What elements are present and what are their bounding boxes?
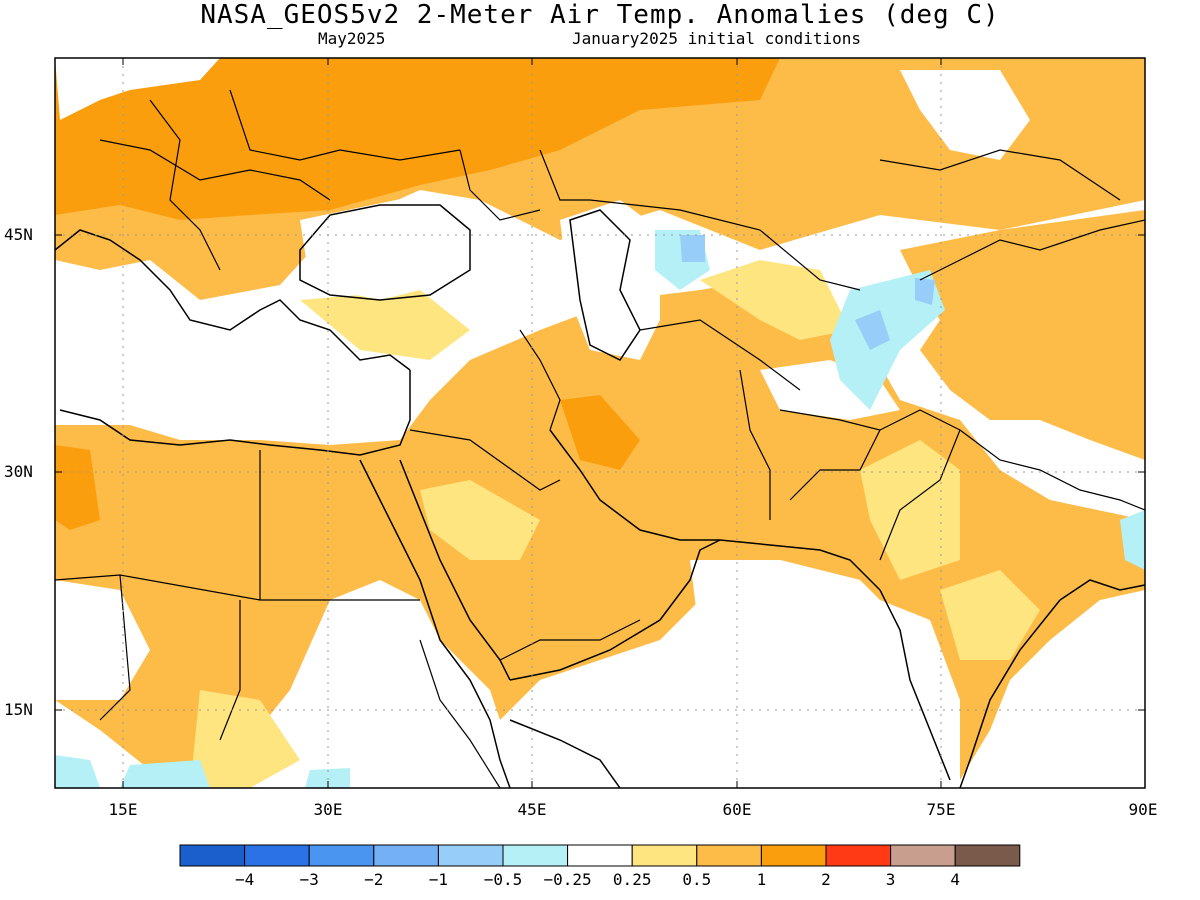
legend-color-box — [567, 844, 633, 867]
legend-color-box — [437, 844, 504, 867]
lon-label-45e: 45E — [517, 800, 547, 819]
anomaly-region-yellow-2 — [420, 480, 540, 560]
border-sudan-chad — [219, 600, 241, 741]
cool-region-africa-south-2 — [120, 760, 210, 788]
coast-india-east — [959, 599, 1061, 788]
anomaly-region-sahara-strong — [55, 445, 100, 530]
legend-color-box — [760, 844, 827, 867]
border-russia-kazakh — [539, 149, 590, 201]
cool-region-tien-shan-core — [855, 310, 890, 350]
border-europe-1 — [99, 139, 331, 201]
border-east-africa — [419, 639, 501, 788]
initial-conditions-label: January2025 initial conditions — [572, 29, 861, 48]
border-europe-2 — [149, 99, 221, 271]
border-himalaya — [959, 429, 1145, 511]
legend-label: −0.25 — [543, 870, 592, 889]
legend-label: −1 — [428, 870, 449, 889]
anomaly-region-yellow-6 — [940, 570, 1040, 660]
legend-color-box — [502, 844, 569, 867]
border-kazakh — [589, 199, 861, 291]
legend-label: −2 — [364, 870, 384, 889]
coast-africa-horn — [509, 719, 621, 788]
coast-india-west — [879, 589, 951, 781]
legend-color-box — [244, 844, 310, 867]
legend-label: 3 — [885, 870, 896, 889]
lon-label-75e: 75E — [926, 800, 956, 819]
lat-label-30n: 30N — [4, 462, 33, 481]
lon-label-30e: 30E — [313, 800, 343, 819]
legend-color-box — [890, 844, 956, 867]
cool-region-bay-of-bengal — [1120, 510, 1145, 570]
legend-color-box — [179, 844, 246, 867]
border-afghan-pak — [779, 409, 881, 501]
coast-red-sea-west — [359, 459, 511, 788]
border-libya-chad — [99, 574, 131, 721]
anomaly-region-yellow-4 — [190, 690, 300, 788]
legend-color-box — [308, 844, 375, 867]
valid-month-label: May2025 — [318, 29, 386, 48]
legend-label: 2 — [821, 870, 831, 889]
legend-label: −3 — [299, 870, 319, 889]
neutral-black-sea — [300, 195, 470, 300]
border-europe-3 — [229, 89, 461, 161]
neutral-arabian-sea — [520, 560, 880, 788]
coast-red-sea-east — [399, 459, 511, 681]
border-saudi-yemen — [499, 619, 641, 661]
border-saudi-iraq — [409, 429, 561, 491]
anomaly-region-yellow-1 — [700, 260, 850, 340]
coast-caspian — [569, 209, 641, 361]
legend-color-box — [825, 844, 892, 867]
border-turkmen — [639, 319, 801, 391]
legend-color-box — [696, 844, 762, 867]
anomaly-region-yellow-3 — [860, 440, 960, 580]
map-frame — [54, 57, 1146, 789]
border-sahel — [55, 574, 420, 601]
country-borders — [55, 89, 1145, 788]
border-europe-4 — [459, 149, 541, 221]
lon-label-60e: 60E — [722, 800, 752, 819]
border-pak-india — [879, 409, 961, 561]
lat-label-45n: 45N — [4, 225, 33, 244]
neutral-east-africa — [55, 580, 150, 700]
anomaly-field — [55, 58, 1145, 788]
legend-label: −0.5 — [483, 870, 523, 889]
anomaly-region-iran-strong — [560, 395, 640, 470]
legend-label: 1 — [756, 870, 767, 889]
legend-color-box — [373, 844, 439, 867]
coast-bay-of-bengal — [1059, 579, 1145, 601]
border-iran-iraq — [519, 329, 561, 431]
axis-ticks — [55, 58, 1145, 788]
legend-color-box — [631, 844, 698, 867]
lon-label-90e: 90E — [1128, 800, 1158, 819]
coast-black-sea — [299, 204, 471, 301]
legend-color-box — [954, 844, 1021, 867]
coast-arabia-south — [509, 539, 721, 681]
cool-region-kazakhstan-core — [680, 235, 705, 262]
anomaly-region-east-asia — [900, 210, 1145, 460]
neutral-siberia — [900, 70, 1030, 160]
coast-mediterranean-north — [55, 229, 411, 371]
lon-label-15e: 15E — [108, 800, 138, 819]
border-mongolia — [879, 149, 1121, 201]
map-title: NASA_GEOS5v2 2-Meter Air Temp. Anomalies… — [200, 0, 1000, 30]
coastlines — [55, 204, 1145, 788]
cool-region-africa-south — [55, 755, 100, 788]
lat-label-15n: 15N — [4, 700, 33, 719]
anomaly-region-strong-north — [55, 58, 780, 220]
coast-mediterranean-south — [59, 370, 411, 456]
gridlines — [55, 58, 1145, 788]
coast-iran-pakistan — [719, 539, 881, 591]
border-iran-afghan — [739, 369, 771, 520]
legend-label: 4 — [950, 870, 961, 889]
cool-region-tien-shan-core-2 — [915, 278, 935, 305]
legend-label: 0.25 — [612, 870, 652, 889]
anomaly-region-yellow-5 — [300, 290, 470, 360]
border-china-west — [919, 219, 1145, 281]
coast-persian-gulf — [549, 429, 720, 541]
legend-label: 0.5 — [682, 870, 712, 889]
neutral-north-sea — [55, 58, 220, 120]
legend-label: −4 — [234, 870, 255, 889]
